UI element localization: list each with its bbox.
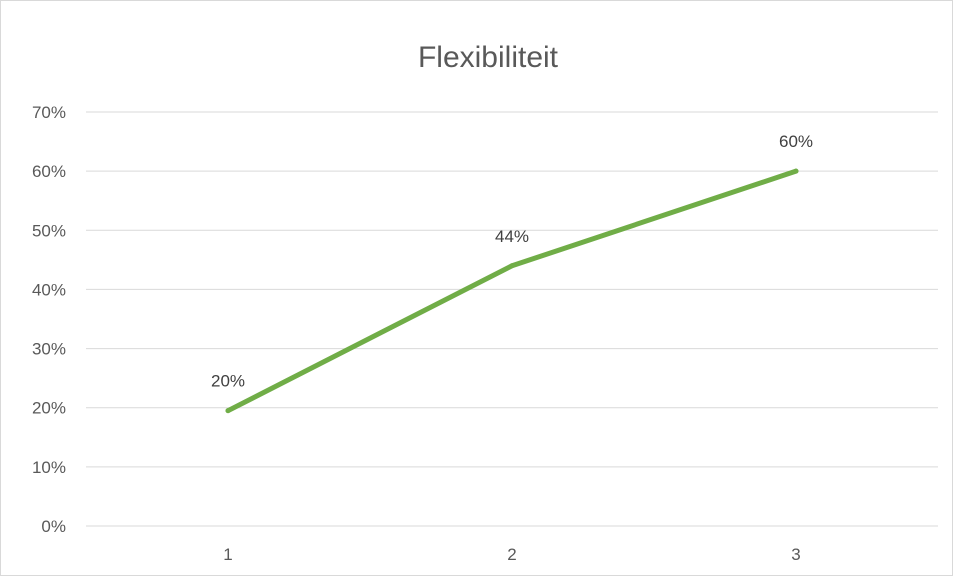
y-tick-label: 60% bbox=[32, 162, 66, 181]
chart-title: Flexibiliteit bbox=[418, 41, 559, 74]
y-tick-label: 0% bbox=[41, 517, 66, 536]
data-point bbox=[509, 263, 515, 269]
x-axis-ticks: 1 2 3 bbox=[223, 545, 800, 564]
y-tick-label: 10% bbox=[32, 458, 66, 477]
data-label: 60% bbox=[779, 132, 813, 151]
y-tick-label: 50% bbox=[32, 221, 66, 240]
y-tick-label: 20% bbox=[32, 399, 66, 418]
data-labels: 20% 44% 60% bbox=[211, 132, 813, 391]
x-tick-label: 3 bbox=[791, 545, 800, 564]
series-group bbox=[225, 168, 799, 414]
series-line bbox=[225, 168, 799, 414]
y-tick-label: 30% bbox=[32, 340, 66, 359]
x-tick-label: 1 bbox=[223, 545, 232, 564]
y-tick-label: 40% bbox=[32, 280, 66, 299]
data-label: 20% bbox=[211, 372, 245, 391]
data-label: 44% bbox=[495, 227, 529, 246]
data-point bbox=[793, 168, 799, 174]
y-tick-label: 70% bbox=[32, 103, 66, 122]
gridlines bbox=[86, 111, 938, 527]
x-tick-label: 2 bbox=[507, 545, 516, 564]
data-point bbox=[225, 408, 231, 414]
y-axis-ticks: 0% 10% 20% 30% 40% 50% 60% 70% bbox=[32, 103, 66, 536]
